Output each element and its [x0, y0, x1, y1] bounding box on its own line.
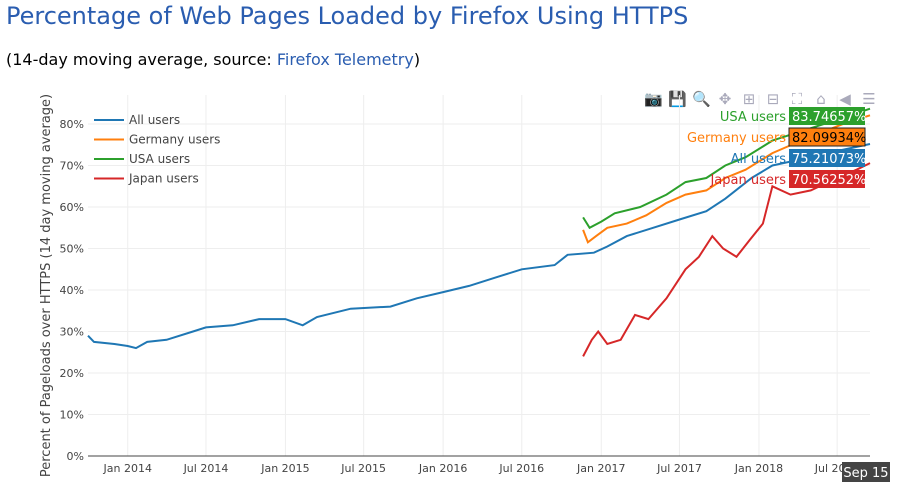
firefox-telemetry-link[interactable]: Firefox Telemetry [276, 50, 414, 69]
legend-label: USA users [129, 152, 190, 166]
subtitle-end: ) [413, 50, 421, 69]
autoscale-icon[interactable]: ⛶ [791, 90, 803, 108]
zoom-in-icon[interactable]: ⊞ [742, 90, 756, 108]
hover-x-label: Sep 15 [843, 466, 888, 481]
hover-label-box [788, 127, 866, 147]
x-tick-label: Jul 2015 [340, 462, 386, 475]
y-tick-label: 20% [60, 367, 84, 380]
page-title: Percentage of Web Pages Loaded by Firefo… [6, 2, 689, 30]
series-line-japan-users [582, 162, 871, 357]
x-tick-label: Jul 2017 [656, 462, 702, 475]
hover-series-name: All users [731, 152, 787, 167]
y-tick-label: 0% [67, 450, 84, 463]
x-tick-label: Jul 2014 [183, 462, 229, 475]
legend-label: Germany users [129, 133, 220, 147]
y-tick-label: 80% [60, 118, 84, 131]
zoom-out-icon[interactable]: ⊟ [766, 90, 780, 108]
hover-series-name: Germany users [687, 131, 786, 146]
hover-x-box [842, 462, 890, 482]
hover-label-box [789, 170, 865, 188]
y-tick-label: 50% [60, 243, 84, 256]
series-line-usa-users [582, 107, 871, 230]
compare-icon[interactable]: ☰ [862, 90, 876, 108]
legend-label: All users [129, 113, 180, 127]
y-tick-label: 60% [60, 201, 84, 214]
zoom-icon[interactable]: 🔍 [692, 90, 711, 108]
x-tick-label: Jul 2016 [498, 462, 544, 475]
y-tick-label: 10% [60, 409, 84, 422]
x-tick-label: Jan 2018 [734, 462, 783, 475]
spike-icon[interactable]: ◀ [839, 90, 851, 108]
hover-value: 83.74657% [792, 110, 866, 125]
hover-label-box [789, 149, 865, 167]
hover-value: 82.09934% [792, 131, 866, 146]
pan-icon[interactable]: ✥ [718, 90, 732, 108]
x-tick-label: Jan 2016 [418, 462, 467, 475]
subtitle-text: (14-day moving average, source: [6, 50, 277, 69]
series-line-all-users [87, 143, 871, 350]
camera-icon[interactable]: 📷 [644, 90, 663, 108]
y-tick-label: 40% [60, 284, 84, 297]
x-tick-label: Jan 2017 [576, 462, 625, 475]
modebar: 📷 💾 🔍 ✥ ⊞ ⊟ ⛶ ⌂ ◀ ☰ [644, 90, 878, 108]
y-tick-label: 30% [60, 326, 84, 339]
hover-value: 75.21073% [792, 152, 866, 167]
y-axis-title: Percent of Pageloads over HTTPS (14 day … [39, 94, 54, 477]
x-tick-label: Jan 2014 [103, 462, 152, 475]
legend-label: Japan users [128, 172, 199, 186]
hover-value: 70.56252% [792, 173, 866, 188]
x-tick-label: Jan 2015 [260, 462, 309, 475]
hover-series-name: Japan users [709, 173, 786, 188]
hover-label-box [789, 107, 865, 125]
y-tick-label: 70% [60, 160, 84, 173]
subtitle: (14-day moving average, source: Firefox … [6, 50, 420, 69]
save-icon[interactable]: 💾 [668, 90, 687, 108]
home-icon[interactable]: ⌂ [816, 90, 826, 108]
hover-series-name: USA users [720, 110, 786, 125]
